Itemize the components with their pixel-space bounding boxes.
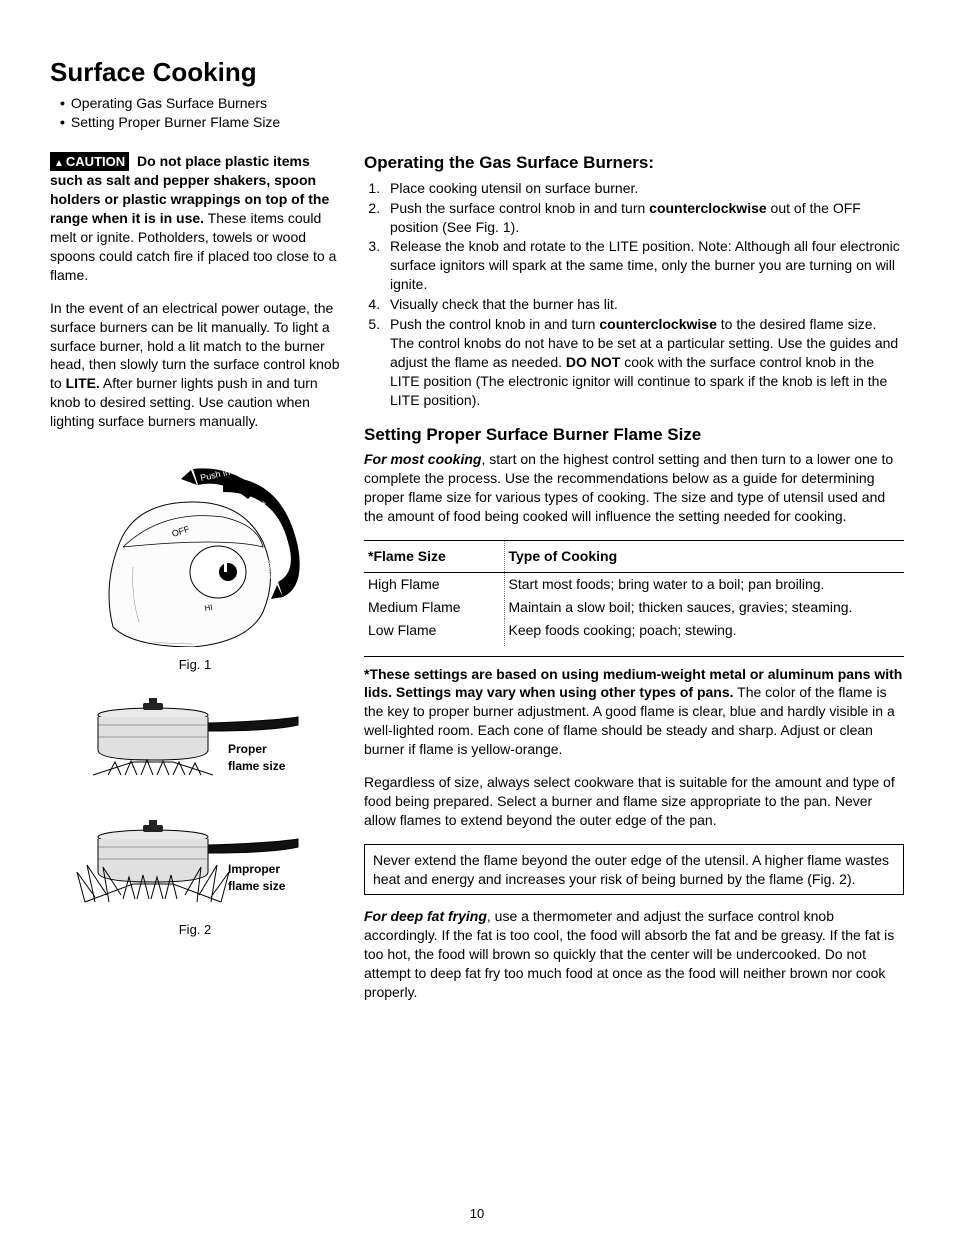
flame-table: *Flame Size Type of Cooking High Flame S… — [364, 540, 904, 657]
toc-list: Operating Gas Surface Burners Setting Pr… — [74, 94, 904, 132]
deep-fat-paragraph: For deep fat frying, use a thermometer a… — [364, 907, 904, 1001]
knob-diagram-icon: OFF HI Push in Turn counterclockwise — [73, 447, 318, 647]
left-column: CAUTION Do not place plastic items such … — [50, 152, 340, 1016]
page-title: Surface Cooking — [50, 55, 904, 90]
step-5: Push the control knob in and turn counte… — [384, 315, 904, 409]
step-1: Place cooking utensil on surface burner. — [384, 179, 904, 198]
proper-flame-figure: Proper flame size — [50, 689, 340, 795]
toc-item: Setting Proper Burner Flame Size — [74, 113, 904, 132]
figure-1-label: Fig. 1 — [50, 656, 340, 674]
step-3: Release the knob and rotate to the LITE … — [384, 237, 904, 294]
warning-box: Never extend the flame beyond the outer … — [364, 844, 904, 896]
caution-paragraph: CAUTION Do not place plastic items such … — [50, 152, 340, 285]
flame-size-intro: For most cooking, start on the highest c… — [364, 450, 904, 526]
toc-item: Operating Gas Surface Burners — [74, 94, 904, 113]
manual-light-paragraph: In the event of an electrical power outa… — [50, 299, 340, 431]
table-row: Medium Flame Maintain a slow boil; thick… — [364, 596, 904, 619]
flame-col-size: *Flame Size — [364, 541, 504, 573]
svg-text:HI: HI — [203, 603, 212, 613]
table-row: High Flame Start most foods; bring water… — [364, 572, 904, 595]
step-4: Visually check that the burner has lit. — [384, 295, 904, 314]
proper-flame-label: Proper flame size — [228, 741, 298, 773]
figure-1: OFF HI Push in Turn counterclockwise Fig… — [50, 447, 340, 673]
flame-size-heading: Setting Proper Surface Burner Flame Size — [364, 424, 904, 447]
improper-flame-figure: Improper flame size Fig. 2 — [50, 811, 340, 938]
table-row: Low Flame Keep foods cooking; poach; ste… — [364, 619, 904, 646]
page-number: 10 — [0, 1205, 954, 1223]
right-column: Operating the Gas Surface Burners: Place… — [364, 152, 904, 1016]
manual-lite: LITE. — [66, 375, 100, 391]
step-2: Push the surface control knob in and tur… — [384, 199, 904, 237]
regardless-paragraph: Regardless of size, always select cookwa… — [364, 773, 904, 830]
improper-flame-label: Improper flame size — [228, 861, 298, 893]
operating-heading: Operating the Gas Surface Burners: — [364, 152, 904, 175]
footnote-paragraph: *These settings are based on using mediu… — [364, 665, 904, 759]
figure-2-label: Fig. 2 — [50, 921, 340, 939]
flame-col-type: Type of Cooking — [504, 541, 904, 573]
operating-steps: Place cooking utensil on surface burner.… — [384, 179, 904, 410]
caution-badge: CAUTION — [50, 152, 129, 172]
